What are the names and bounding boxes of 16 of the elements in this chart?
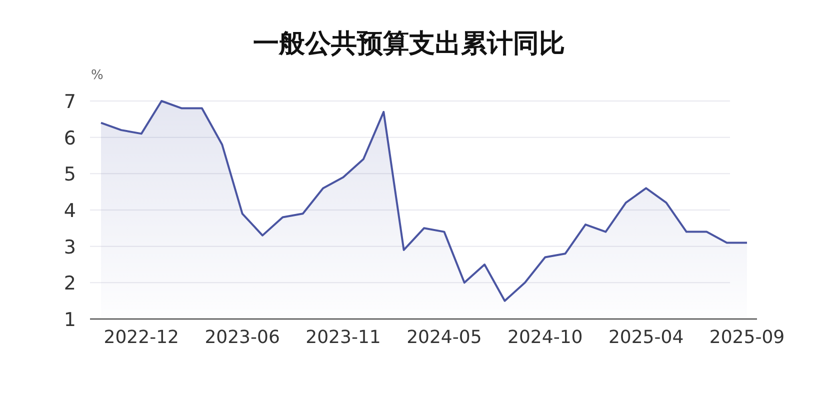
- y-tick-label: 2: [64, 272, 76, 295]
- x-tick-label: 2024-10: [508, 327, 583, 348]
- y-axis-title: %: [91, 68, 104, 83]
- x-tick-label: 2025-04: [608, 327, 684, 348]
- y-tick-label: 7: [64, 91, 76, 113]
- y-tick-label: 3: [64, 236, 76, 258]
- y-tick-label: 4: [64, 200, 76, 222]
- x-tick-label: 2024-05: [406, 327, 482, 348]
- x-tick-label: 2022-12: [104, 327, 179, 348]
- x-tick-label: 2025-09: [709, 327, 785, 348]
- chart-title: 一般公共预算支出累计同比: [253, 28, 565, 58]
- y-tick-label: 5: [64, 164, 76, 186]
- y-tick-label: 1: [64, 309, 76, 331]
- x-tick-label: 2023-11: [306, 327, 381, 348]
- x-tick-label: 2023-06: [204, 327, 280, 348]
- y-tick-label: 6: [64, 127, 76, 150]
